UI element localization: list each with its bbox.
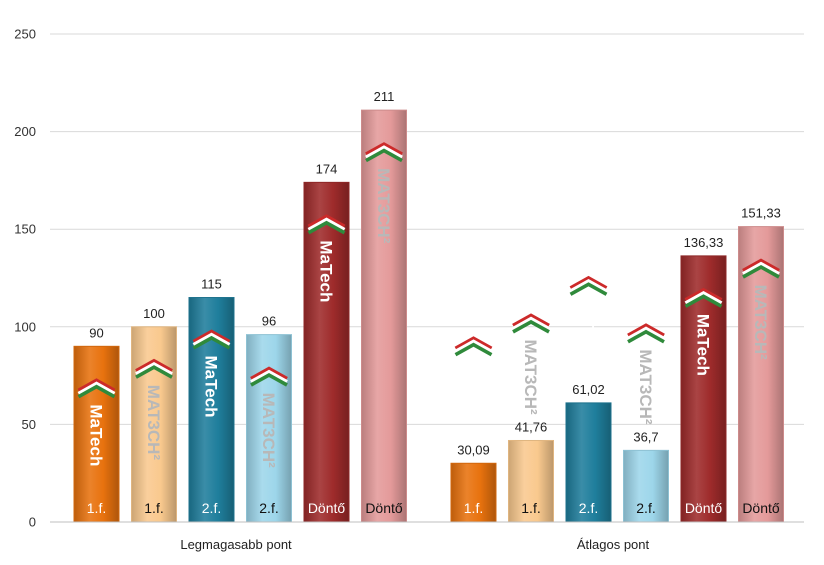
- data-label: 136,33: [684, 235, 724, 250]
- bar-series-label: 2.f.: [202, 500, 221, 516]
- logo-chevron-stripe: [365, 142, 403, 156]
- logo-chevron-stripe: [307, 217, 346, 232]
- logo-chevron-stripe: [684, 291, 723, 305]
- logo-chevron-stripe: [192, 335, 231, 350]
- data-label: 61,02: [572, 382, 605, 397]
- logo-text: MAT3CH²: [751, 285, 770, 361]
- logo-chevron-stripe: [192, 329, 231, 344]
- logo-text: MAT3CH²: [521, 339, 540, 415]
- data-label: 41,76: [515, 419, 548, 434]
- y-tick-label: 0: [29, 515, 36, 530]
- logo: MAT3CH²: [627, 323, 665, 425]
- logo-chevron-stripe: [365, 145, 403, 159]
- logo-text: MAT3CH²: [374, 168, 393, 244]
- logo: MAT3CH²: [742, 258, 780, 361]
- bar-series-label: Döntő: [308, 500, 346, 516]
- logo-chevron-stripe: [627, 323, 665, 337]
- data-label: 174: [316, 161, 338, 176]
- logo-chevron-stripe: [135, 365, 173, 379]
- logo-chevron-stripe: [365, 148, 403, 163]
- logo-chevron-stripe: [454, 339, 493, 354]
- data-label: 100: [143, 306, 165, 321]
- data-label: 211: [374, 89, 395, 104]
- x-category-label: Átlagos pont: [577, 537, 650, 552]
- logo-chevron-stripe: [569, 279, 608, 293]
- bar-series-label: 1.f.: [144, 500, 163, 516]
- y-tick-label: 250: [14, 27, 36, 42]
- logo-chevron-stripe: [742, 261, 780, 276]
- logo-chevron-stripe: [250, 366, 288, 381]
- logo-chevron-stripe: [684, 294, 723, 308]
- logo: MaTech: [77, 378, 116, 466]
- logo: MAT3CH²: [135, 358, 173, 461]
- logo: MAT3CH²: [250, 366, 288, 469]
- logo-chevron-stripe: [454, 342, 493, 357]
- logo-text: MaTech: [87, 404, 106, 466]
- logo: MaTech: [454, 336, 493, 424]
- y-tick-label: 200: [14, 124, 36, 139]
- logo-text: MaTech: [464, 362, 483, 424]
- bar-series-label: 1.f.: [464, 500, 483, 516]
- logo-chevron-stripe: [77, 384, 116, 399]
- bar: [246, 334, 292, 523]
- data-label: 36,7: [633, 429, 658, 444]
- logo-chevron-stripe: [307, 220, 346, 235]
- y-tick-label: 50: [22, 417, 36, 432]
- logo-chevron-stripe: [512, 316, 550, 331]
- bar-series-label: Döntő: [742, 500, 780, 516]
- data-label: 115: [201, 277, 222, 292]
- bar-series-label: 2.f.: [579, 500, 598, 516]
- logo: MAT3CH²: [512, 313, 550, 415]
- logo-chevron-stripe: [569, 275, 608, 290]
- logo-chevron-stripe: [192, 332, 231, 347]
- bar-series-label: 1.f.: [87, 500, 106, 516]
- bar-series-label: Döntő: [365, 500, 403, 516]
- bar: [565, 402, 612, 523]
- logo-text: MaTech: [579, 302, 598, 364]
- logo-text: MAT3CH²: [259, 393, 278, 469]
- data-label: 30,09: [457, 442, 490, 457]
- y-tick-label: 150: [14, 222, 36, 237]
- bar-series-label: 2.f.: [259, 500, 278, 516]
- logo-chevron-stripe: [250, 372, 288, 387]
- logo-chevron-stripe: [569, 282, 608, 296]
- logo: MaTech: [684, 287, 723, 376]
- logo-chevron-stripe: [454, 336, 493, 350]
- logo-chevron-stripe: [684, 287, 723, 302]
- data-label: 96: [262, 314, 276, 329]
- logo: MaTech: [569, 275, 608, 364]
- bar: [303, 181, 350, 523]
- logo-chevron-stripe: [135, 361, 173, 376]
- bar-series-label: 2.f.: [636, 500, 655, 516]
- logo-text: MAT3CH²: [144, 385, 163, 461]
- logo-text: MAT3CH²: [636, 349, 655, 425]
- bar-series-label: 1.f.: [521, 500, 540, 516]
- logo-chevron-stripe: [742, 258, 780, 273]
- logo-chevron-stripe: [627, 326, 665, 341]
- bar-series-label: Döntő: [685, 500, 723, 516]
- logo-chevron-stripe: [77, 381, 116, 396]
- logo: MaTech: [192, 329, 231, 418]
- x-category-label: Legmagasabb pont: [180, 537, 292, 552]
- y-tick-label: 100: [14, 319, 36, 334]
- logo-text: MaTech: [317, 240, 336, 302]
- logo-chevron-stripe: [77, 378, 116, 392]
- logo: MAT3CH²: [365, 142, 403, 244]
- logo-chevron-stripe: [627, 329, 665, 344]
- logo-text: MaTech: [694, 314, 713, 376]
- logo-chevron-stripe: [250, 369, 288, 384]
- logo-chevron-stripe: [512, 313, 550, 328]
- logo-chevron-stripe: [742, 264, 780, 279]
- logo-chevron-stripe: [512, 319, 550, 334]
- bar: [508, 439, 554, 523]
- bar: [361, 109, 407, 523]
- logo: MaTech: [307, 214, 346, 302]
- logo-text: MaTech: [202, 356, 221, 418]
- bar: [623, 449, 669, 523]
- logo-chevron-stripe: [307, 214, 346, 228]
- data-label: 151,33: [741, 206, 781, 221]
- logo-chevron-stripe: [135, 358, 173, 373]
- data-label: 90: [89, 325, 103, 340]
